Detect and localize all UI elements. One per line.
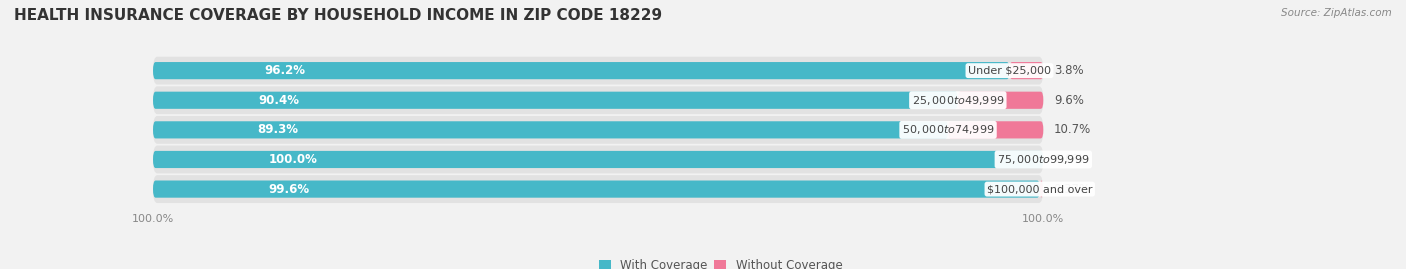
Text: 100.0%: 100.0%: [269, 153, 318, 166]
Text: 0.0%: 0.0%: [1054, 153, 1084, 166]
Text: 10.7%: 10.7%: [1054, 123, 1091, 136]
FancyBboxPatch shape: [153, 121, 948, 139]
FancyBboxPatch shape: [153, 92, 957, 109]
Text: $50,000 to $74,999: $50,000 to $74,999: [901, 123, 994, 136]
FancyBboxPatch shape: [153, 62, 1010, 79]
Text: Under $25,000: Under $25,000: [967, 66, 1050, 76]
FancyBboxPatch shape: [948, 121, 1043, 139]
Text: $75,000 to $99,999: $75,000 to $99,999: [997, 153, 1090, 166]
FancyBboxPatch shape: [153, 57, 1043, 84]
Legend: With Coverage, Without Coverage: With Coverage, Without Coverage: [599, 259, 842, 269]
Text: Source: ZipAtlas.com: Source: ZipAtlas.com: [1281, 8, 1392, 18]
FancyBboxPatch shape: [957, 92, 1043, 109]
Text: 90.4%: 90.4%: [259, 94, 299, 107]
FancyBboxPatch shape: [1010, 62, 1043, 79]
FancyBboxPatch shape: [153, 146, 1043, 174]
FancyBboxPatch shape: [153, 116, 1043, 144]
FancyBboxPatch shape: [153, 180, 1040, 198]
Text: 0.37%: 0.37%: [1053, 183, 1091, 196]
FancyBboxPatch shape: [153, 175, 1043, 203]
FancyBboxPatch shape: [1040, 180, 1043, 198]
Text: HEALTH INSURANCE COVERAGE BY HOUSEHOLD INCOME IN ZIP CODE 18229: HEALTH INSURANCE COVERAGE BY HOUSEHOLD I…: [14, 8, 662, 23]
Text: $25,000 to $49,999: $25,000 to $49,999: [911, 94, 1004, 107]
FancyBboxPatch shape: [153, 86, 1043, 114]
Text: 89.3%: 89.3%: [257, 123, 298, 136]
Text: 3.8%: 3.8%: [1054, 64, 1084, 77]
Text: $100,000 and over: $100,000 and over: [987, 184, 1092, 194]
Text: 96.2%: 96.2%: [264, 64, 305, 77]
Text: 99.6%: 99.6%: [269, 183, 309, 196]
Text: 9.6%: 9.6%: [1054, 94, 1084, 107]
FancyBboxPatch shape: [153, 151, 1043, 168]
